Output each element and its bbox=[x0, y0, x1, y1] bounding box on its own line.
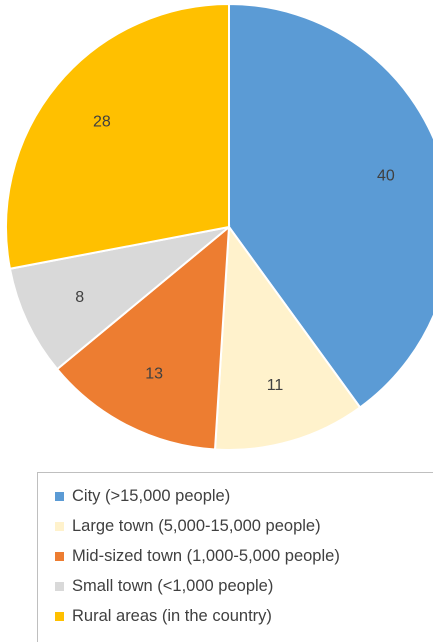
legend-label-rural-areas: Rural areas (in the country) bbox=[72, 606, 272, 625]
pie-slice-city bbox=[228, 2, 433, 409]
legend-item-city: City (>15,000 people) bbox=[55, 481, 433, 511]
legend-swatch-rural-areas bbox=[55, 611, 64, 621]
legend-label-mid-sized-town: Mid-sized town (1,000-5,000 people) bbox=[72, 546, 340, 565]
chart-legend: City (>15,000 people) Large town (5,000-… bbox=[37, 472, 433, 642]
legend-item-large-town: Large town (5,000-15,000 people) bbox=[55, 511, 433, 541]
data-label-city: 40 bbox=[377, 168, 395, 185]
data-label-mid-sized-town: 13 bbox=[145, 366, 163, 383]
legend-swatch-large-town bbox=[55, 521, 64, 531]
pie-slice-large-town bbox=[213, 224, 362, 451]
legend-label-small-town: Small town (<1,000 people) bbox=[72, 576, 274, 595]
legend-label-city: City (>15,000 people) bbox=[72, 486, 231, 505]
legend-item-rural-areas: Rural areas (in the country) bbox=[55, 601, 433, 631]
pie-slices bbox=[5, 2, 433, 451]
data-label-rural-areas: 28 bbox=[93, 113, 111, 130]
legend-item-small-town: Small town (<1,000 people) bbox=[55, 571, 433, 601]
pie-slice-rural-areas bbox=[5, 2, 230, 270]
legend-swatch-small-town bbox=[55, 581, 64, 591]
data-label-large-town: 11 bbox=[267, 377, 284, 394]
legend-label-large-town: Large town (5,000-15,000 people) bbox=[72, 516, 321, 535]
pie-chart: 40 11 13 8 28 bbox=[5, 2, 433, 451]
pie-data-labels: 40 11 13 8 28 bbox=[75, 113, 395, 394]
data-label-small-town: 8 bbox=[75, 289, 84, 306]
pie-slice-mid-sized-town bbox=[55, 224, 231, 451]
pie-slice-small-town bbox=[8, 226, 230, 371]
legend-item-mid-sized-town: Mid-sized town (1,000-5,000 people) bbox=[55, 541, 433, 571]
legend-swatch-city bbox=[55, 491, 64, 501]
legend-swatch-mid-sized-town bbox=[55, 551, 64, 561]
